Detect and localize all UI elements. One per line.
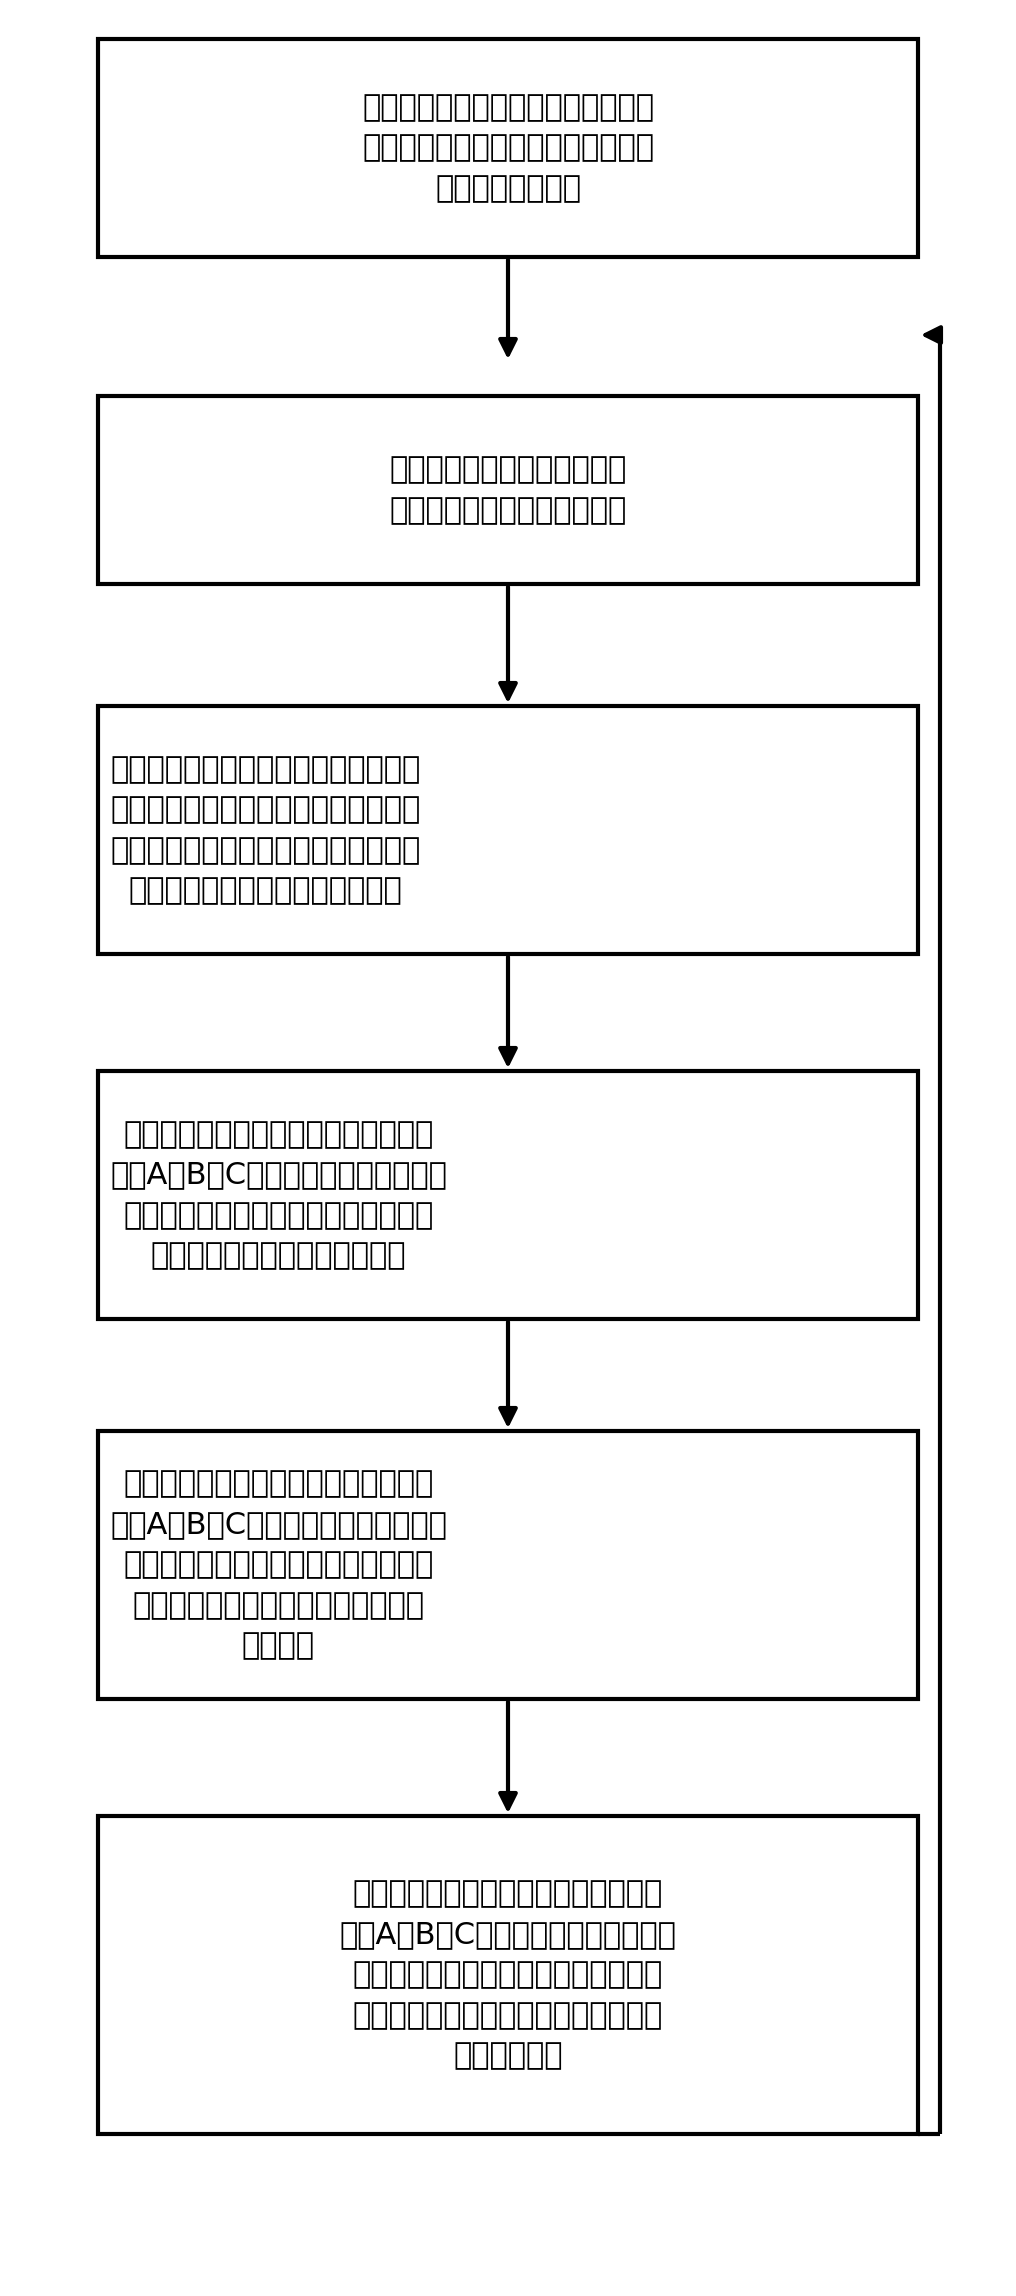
Text: 设定三相负荷不平衡调整定值、分相
无功补偿定值、有载调容电流定值和
有载调压电压定值: 设定三相负荷不平衡调整定值、分相 无功补偿定值、有载调容电流定值和 有载调压电压… — [362, 94, 654, 202]
Bar — [98, 395, 918, 583]
Text: 分析自适应负荷型配电变压器低压侧总
回路A、B、C三相平均电压情况，根据
实际电压偏移情况与电压级差和持续时
间确定电压分接头调整策略，并实施相
应控制操作。: 分析自适应负荷型配电变压器低压侧总 回路A、B、C三相平均电压情况，根据 实际电… — [339, 1880, 677, 2071]
Bar — [98, 1816, 918, 2133]
Text: 分析自适应负荷型配电变压器低压侧总
回路A、B、C三相平均电流情况，根据
实际负荷情况和持续时间，确定额定容
量运行方式调整策略，并实施相应控
制操作。: 分析自适应负荷型配电变压器低压侧总 回路A、B、C三相平均电流情况，根据 实际负… — [110, 1469, 447, 1660]
Bar — [98, 39, 918, 257]
Text: 分析自适应负荷型配电变压器低压侧总
回路三相负荷不平衡情况，根据实际不
平衡状况和持续时间，确定三相不平衡
调整策略，并实施相应控制操作。: 分析自适应负荷型配电变压器低压侧总 回路三相负荷不平衡情况，根据实际不 平衡状况… — [110, 755, 421, 905]
Text: 分析自适应负荷型配电变压器低压侧总
回路A、B、C三相功率因数情况，根据
实际情况和持续时间，确定分相无功补
偿策略，并实施相应控制操作。: 分析自适应负荷型配电变压器低压侧总 回路A、B、C三相功率因数情况，根据 实际情… — [110, 1120, 447, 1270]
Bar — [98, 705, 918, 955]
Bar — [98, 1070, 918, 1318]
Bar — [98, 1430, 918, 1699]
Text: 实时地监测并采集自适应负荷
型配电变压器低压侧运行数据: 实时地监测并采集自适应负荷 型配电变压器低压侧运行数据 — [389, 455, 627, 526]
